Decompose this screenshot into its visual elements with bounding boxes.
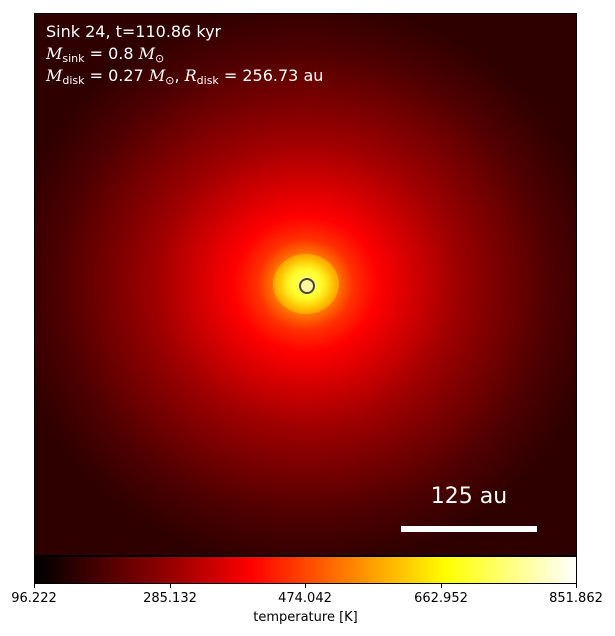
mdisk-subscript: disk — [62, 74, 85, 87]
mdisk-symbol: M — [46, 66, 63, 85]
mdisk-sun-symbol: M — [148, 66, 166, 85]
colorbar-tick — [34, 584, 35, 588]
colorbar-tick — [576, 584, 577, 588]
msink-symbol: M — [46, 44, 63, 63]
msun-symbol: M — [138, 44, 156, 63]
sink-mass-label: Msink = 0.8 M⊙ — [46, 44, 164, 65]
mdisk-sun-subscript: ⊙ — [165, 74, 175, 87]
colorbar-tick-label: 474.042 — [278, 591, 332, 606]
msink-subscript: sink — [62, 52, 85, 65]
msink-value: = 0.8 — [84, 44, 139, 63]
sink-marker-icon — [299, 278, 315, 294]
rdisk-value: = 256.73 au — [218, 66, 324, 85]
colorbar-tick-label: 662.952 — [414, 591, 468, 606]
mdisk-value: = 0.27 — [84, 66, 149, 85]
colorbar-tick-label: 96.222 — [11, 591, 57, 606]
rdisk-subscript: disk — [196, 74, 219, 87]
colorbar-tick-label: 285.132 — [143, 591, 197, 606]
disk-properties-label: Mdisk = 0.27 M⊙, Rdisk = 256.73 au — [46, 66, 324, 87]
colorbar-tick — [305, 584, 306, 588]
msun-subscript: ⊙ — [155, 52, 165, 65]
rdisk-symbol: R — [184, 66, 197, 85]
colorbar — [34, 556, 577, 584]
sink-time-label: Sink 24, t=110.86 kyr — [46, 22, 222, 41]
scale-bar-label: 125 au — [430, 484, 508, 509]
colorbar-tick — [170, 584, 171, 588]
colorbar-label: temperature [K] — [253, 610, 358, 625]
colorbar-tick-label: 851.862 — [549, 591, 603, 606]
temperature-map: Sink 24, t=110.86 kyr Msink = 0.8 M⊙ Mdi… — [34, 13, 577, 556]
scale-bar — [401, 526, 537, 532]
colorbar-tick — [441, 584, 442, 588]
